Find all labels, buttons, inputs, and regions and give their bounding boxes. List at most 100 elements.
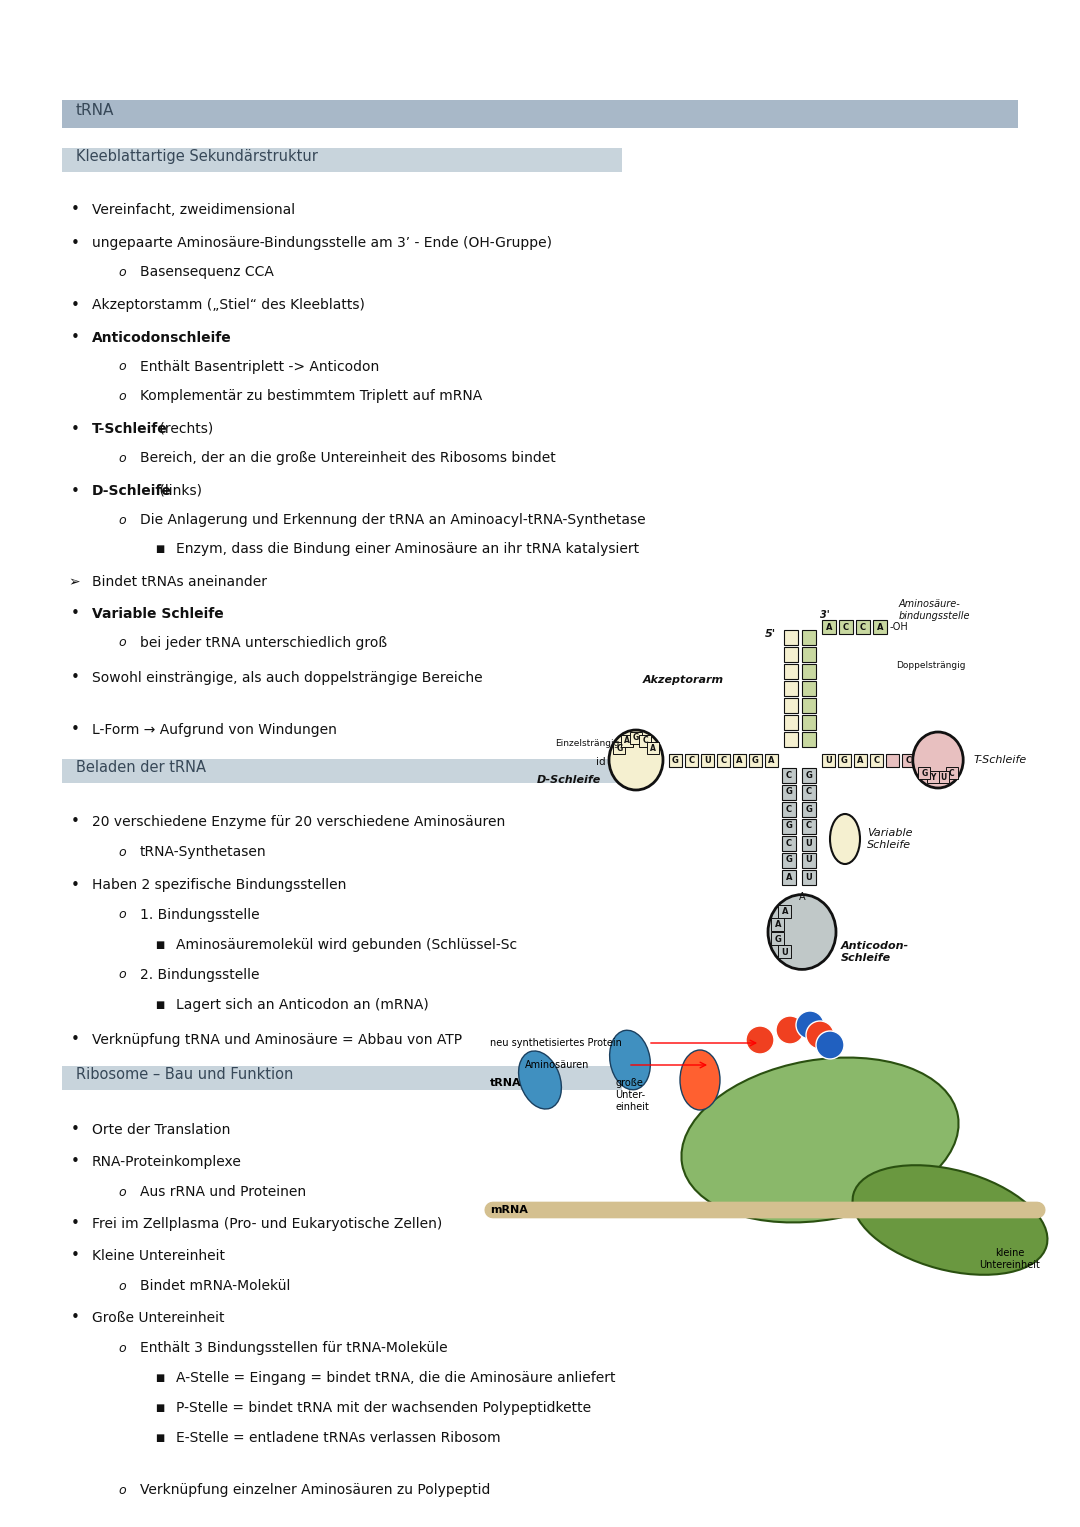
Text: A: A xyxy=(877,623,883,632)
Text: Verknüpfung einzelner Aminosäuren zu Polypeptid: Verknüpfung einzelner Aminosäuren zu Pol… xyxy=(140,1483,490,1496)
Text: •: • xyxy=(70,330,80,345)
Bar xyxy=(870,754,883,767)
Text: Aus rRNA und Proteinen: Aus rRNA und Proteinen xyxy=(140,1185,306,1199)
Bar xyxy=(750,754,762,767)
Bar xyxy=(886,754,899,767)
Text: ■: ■ xyxy=(156,1432,164,1443)
Text: Variable Schleife: Variable Schleife xyxy=(92,608,224,621)
Bar xyxy=(782,818,796,834)
Text: Orte der Translation: Orte der Translation xyxy=(92,1122,230,1138)
Bar xyxy=(613,742,625,754)
Bar xyxy=(778,906,791,918)
Text: (rechts): (rechts) xyxy=(156,421,213,437)
Text: bei jeder tRNA unterschiedlich groß: bei jeder tRNA unterschiedlich groß xyxy=(140,637,387,651)
Text: C: C xyxy=(786,771,792,779)
Text: o: o xyxy=(118,909,125,921)
Circle shape xyxy=(777,1015,804,1044)
Bar xyxy=(784,698,798,713)
Text: o: o xyxy=(118,637,125,649)
Text: ■: ■ xyxy=(156,1373,164,1383)
Text: o: o xyxy=(118,1342,125,1354)
Text: A: A xyxy=(774,921,781,928)
Ellipse shape xyxy=(609,1031,650,1090)
Bar xyxy=(782,785,796,800)
Text: tRNA: tRNA xyxy=(490,1078,522,1089)
Text: Ribosome – Bau und Funktion: Ribosome – Bau und Funktion xyxy=(76,1067,294,1083)
Text: •: • xyxy=(70,1217,80,1231)
Bar xyxy=(822,754,835,767)
Text: G: G xyxy=(921,768,928,777)
Text: 2. Bindungsstelle: 2. Bindungsstelle xyxy=(140,968,259,982)
Text: ■: ■ xyxy=(156,544,164,554)
Text: C: C xyxy=(720,756,727,765)
Text: ungepaarte Aminosäure-Bindungsstelle am 3’ - Ende (OH-Gruppe): ungepaarte Aminosäure-Bindungsstelle am … xyxy=(92,237,552,250)
Circle shape xyxy=(746,1026,774,1054)
Text: U: U xyxy=(704,756,711,765)
Text: Kleeblattartige Sekundärstruktur: Kleeblattartige Sekundärstruktur xyxy=(76,150,318,163)
Text: Bereich, der an die große Untereinheit des Ribosoms bindet: Bereich, der an die große Untereinheit d… xyxy=(140,450,556,466)
Text: RNA-Proteinkomplexe: RNA-Proteinkomplexe xyxy=(92,1154,242,1170)
Text: Doppelsträngig: Doppelsträngig xyxy=(896,661,966,669)
Ellipse shape xyxy=(831,814,860,864)
Text: o: o xyxy=(118,1280,125,1292)
Text: U: U xyxy=(825,756,832,765)
Bar xyxy=(802,647,816,663)
Bar xyxy=(946,767,958,779)
Text: Lagert sich an Anticodon an (mRNA): Lagert sich an Anticodon an (mRNA) xyxy=(176,999,429,1012)
Text: o: o xyxy=(118,846,125,858)
Text: Enthält 3 Bindungsstellen für tRNA-Moleküle: Enthält 3 Bindungsstellen für tRNA-Molek… xyxy=(140,1341,447,1354)
Text: Kleine Untereinheit: Kleine Untereinheit xyxy=(92,1249,225,1263)
Text: Die Anlagerung und Erkennung der tRNA an Aminoacyl-tRNA-Synthetase: Die Anlagerung und Erkennung der tRNA an… xyxy=(140,513,646,527)
Text: Akzeptorstamm („Stiel“ des Kleeblatts): Akzeptorstamm („Stiel“ des Kleeblatts) xyxy=(92,298,365,312)
Bar xyxy=(802,698,816,713)
Text: Akzeptorarm: Akzeptorarm xyxy=(643,675,724,686)
Bar xyxy=(62,759,622,783)
Text: o: o xyxy=(118,389,125,403)
Text: G: G xyxy=(672,756,679,765)
Text: •: • xyxy=(70,421,80,437)
Text: Frei im Zellplasma (Pro- und Eukaryotische Zellen): Frei im Zellplasma (Pro- und Eukaryotisc… xyxy=(92,1217,442,1231)
Bar xyxy=(910,731,966,788)
Text: •: • xyxy=(70,878,80,892)
Text: C: C xyxy=(842,623,849,632)
Text: Bindet tRNAs aneinander: Bindet tRNAs aneinander xyxy=(92,576,267,589)
Text: U: U xyxy=(806,838,812,847)
Text: •: • xyxy=(70,1122,80,1138)
Text: G: G xyxy=(785,788,793,797)
Bar xyxy=(802,870,816,886)
Text: P-Stelle = bindet tRNA mit der wachsenden Polypeptidkette: P-Stelle = bindet tRNA mit der wachsende… xyxy=(176,1400,591,1416)
Text: •: • xyxy=(70,606,80,621)
Bar xyxy=(669,754,681,767)
Text: G: G xyxy=(806,805,812,814)
Text: ■: ■ xyxy=(156,1000,164,1009)
Text: tRNA-Synthetasen: tRNA-Synthetasen xyxy=(140,844,267,860)
Text: U: U xyxy=(806,872,812,881)
Ellipse shape xyxy=(913,731,963,788)
Text: kleine
Untereinheit: kleine Untereinheit xyxy=(980,1248,1040,1269)
Bar xyxy=(927,771,939,783)
Bar xyxy=(838,754,851,767)
Text: Einzelsträngig: Einzelsträngig xyxy=(555,739,620,748)
Bar xyxy=(784,715,798,730)
Bar xyxy=(778,945,791,959)
Bar xyxy=(802,715,816,730)
Text: neu synthetisiertes Protein: neu synthetisiertes Protein xyxy=(490,1038,622,1048)
Ellipse shape xyxy=(681,1058,959,1223)
Text: A: A xyxy=(737,756,743,765)
Bar xyxy=(784,731,798,747)
Text: C: C xyxy=(860,623,866,632)
Text: Enzym, dass die Bindung einer Aminosäure an ihr tRNA katalysiert: Enzym, dass die Bindung einer Aminosäure… xyxy=(176,542,639,556)
Text: •: • xyxy=(70,1249,80,1263)
Bar xyxy=(839,620,853,634)
Bar xyxy=(701,754,714,767)
Text: ■: ■ xyxy=(156,1403,164,1412)
Text: G: G xyxy=(841,756,848,765)
Text: Enthält Basentriplett -> Anticodon: Enthält Basentriplett -> Anticodon xyxy=(140,360,379,374)
Bar xyxy=(733,754,746,767)
Text: tRNA: tRNA xyxy=(76,102,114,118)
Text: •: • xyxy=(70,298,80,313)
Text: große
Unter-
einheit: große Unter- einheit xyxy=(615,1078,649,1112)
Text: C: C xyxy=(905,756,912,765)
Text: Sowohl einsträngige, als auch doppelsträngige Bereiche: Sowohl einsträngige, als auch doppelsträ… xyxy=(92,670,483,686)
Text: C: C xyxy=(643,736,648,745)
